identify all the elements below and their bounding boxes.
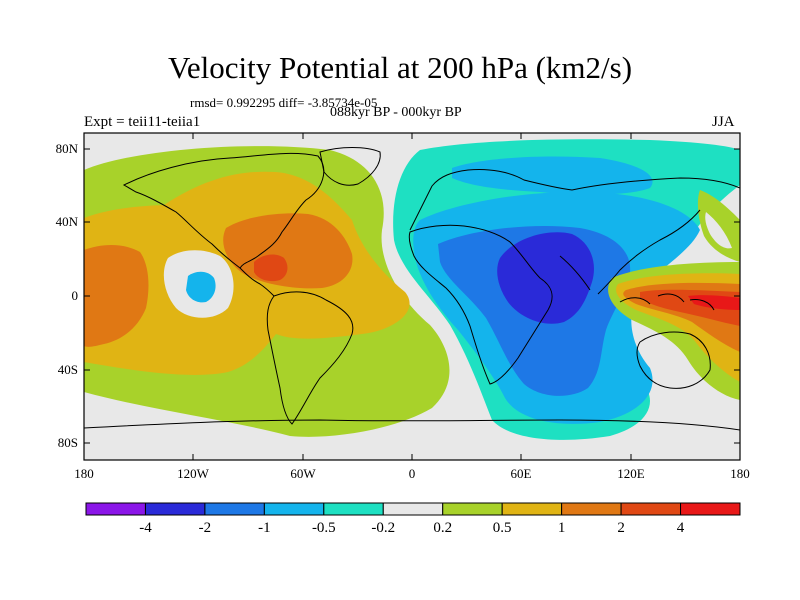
colorbar-level-label: 2 xyxy=(617,520,625,536)
colorbar-swatch xyxy=(680,502,741,516)
colorbar-swatch xyxy=(263,502,325,516)
colorbar-level-label: -2 xyxy=(198,520,212,536)
colorbar-level-label: -0.5 xyxy=(311,520,336,536)
colorbar-swatch xyxy=(144,502,206,516)
colorbar-level-label: 1 xyxy=(557,520,566,536)
x-tick-label: 120E xyxy=(617,466,645,481)
y-tick-label: 40N xyxy=(55,214,78,229)
season-label: JJA xyxy=(712,114,735,130)
map-title: Velocity Potential at 200 hPa (km2/s) xyxy=(167,50,633,85)
colorbar-level-label: 0.5 xyxy=(492,520,512,536)
stats-line: rmsd= 0.992295 diff= -3.85734e-05 xyxy=(190,95,378,110)
x-tick-label: 60W xyxy=(290,466,316,481)
coast-maritime-continent xyxy=(619,293,715,311)
colorbar-level-label: -1 xyxy=(258,520,271,536)
coastlines xyxy=(84,147,740,431)
x-tick-label: 180 xyxy=(74,466,94,481)
coast-australia xyxy=(636,331,711,389)
positive-contour-wpac-4 xyxy=(688,295,740,310)
colorbar-level-label: -4 xyxy=(139,520,152,536)
positive-contour-north-pacific xyxy=(705,212,732,249)
x-tick-label: 0 xyxy=(408,466,416,481)
x-tick-label: 180 xyxy=(730,466,750,481)
colorbar-level-label: 4 xyxy=(676,520,685,536)
x-tick-label: 120W xyxy=(177,466,209,481)
positive-contour-1 xyxy=(84,245,149,347)
colorbar-swatch xyxy=(501,502,563,516)
coast-europe xyxy=(409,169,573,231)
coast-greenland xyxy=(319,147,381,186)
y-tick-label: 0 xyxy=(71,288,79,303)
colorbar xyxy=(85,502,741,516)
coast-south-america xyxy=(266,291,354,425)
period-line: 088kyr BP - 000kyr BP xyxy=(330,105,462,120)
axis-ticks xyxy=(83,133,741,460)
y-tick-label: 40S xyxy=(57,362,78,377)
positive-contour-2-atlantic xyxy=(254,254,288,282)
negative-contour-pacific-inner xyxy=(186,271,216,303)
colorbar-swatch xyxy=(620,502,682,516)
coast-asia xyxy=(559,177,740,295)
coast-north-america xyxy=(122,152,325,269)
y-tick-label: 80S xyxy=(57,435,78,450)
colorbar-swatch xyxy=(382,502,444,516)
colorbar-level-label: -0.2 xyxy=(371,520,396,536)
experiment-label: Expt = teii11-teiia1 xyxy=(84,114,201,130)
coast-africa xyxy=(408,224,553,385)
colorbar-swatch xyxy=(442,502,503,516)
colorbar-swatch xyxy=(85,502,146,516)
contour-field xyxy=(84,133,740,460)
colorbar-swatch xyxy=(561,502,622,516)
colorbar-level-label: 0.2 xyxy=(433,520,453,536)
colorbar-swatch xyxy=(204,502,265,516)
x-tick-label: 60E xyxy=(510,466,532,481)
y-tick-label: 80N xyxy=(55,141,78,156)
coast-central-america xyxy=(239,267,275,297)
colorbar-swatch xyxy=(323,502,384,516)
coast-antarctica xyxy=(84,419,740,431)
